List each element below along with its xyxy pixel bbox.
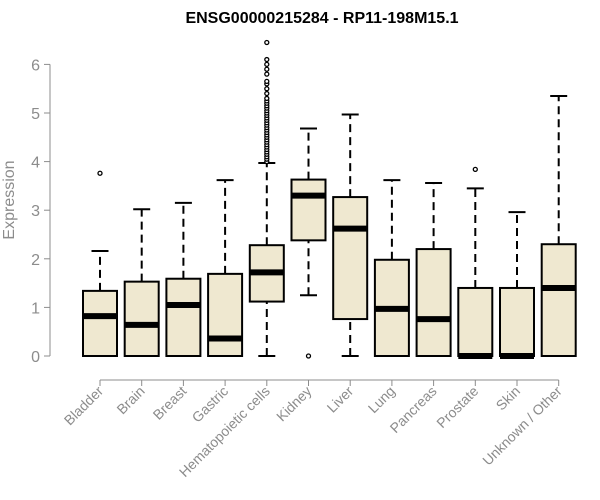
outlier-point: [472, 166, 478, 173]
y-tick-label: 1: [31, 300, 40, 317]
y-tick-label: 3: [31, 203, 40, 220]
y-tick-label: 6: [31, 57, 40, 74]
box-group: [415, 181, 452, 357]
y-tick-label: 5: [31, 106, 40, 123]
outlier-point: [264, 71, 270, 77]
box-iqr: [290, 178, 327, 242]
outlier-point: [264, 61, 270, 68]
outlier-point: [264, 90, 270, 97]
outlier-point: [264, 56, 270, 63]
x-tick-label: Unknown / Other: [479, 383, 565, 469]
box-group: [290, 127, 327, 359]
box-iqr: [499, 286, 535, 357]
x-tick-label: Kidney: [273, 383, 315, 425]
x-tick-label: Prostate: [433, 383, 481, 431]
outlier-point: [305, 353, 312, 359]
box-group: [248, 39, 285, 357]
outlier-point: [264, 39, 270, 46]
x-tick-label: Breast: [150, 383, 190, 423]
x-tick-label: Bladder: [61, 383, 107, 429]
box-iqr: [207, 272, 244, 357]
box-group: [82, 170, 118, 358]
x-tick-label: Skin: [493, 383, 524, 414]
box-iqr: [332, 196, 369, 321]
box-iqr: [457, 286, 494, 357]
outlier-point: [264, 78, 270, 85]
box-group: [457, 166, 494, 359]
outlier-point: [264, 86, 270, 92]
box-iqr: [540, 243, 577, 357]
y-tick-label: 2: [31, 252, 40, 269]
y-tick-label: 0: [31, 349, 40, 366]
boxes: [82, 39, 577, 359]
x-tick-label: Liver: [324, 383, 357, 416]
x-tick-label: Lung: [365, 383, 398, 416]
box-iqr: [123, 280, 160, 357]
box-group: [373, 179, 410, 357]
y-tick-label: 4: [31, 155, 40, 172]
outlier-point: [97, 170, 103, 176]
box-iqr: [165, 277, 202, 358]
y-axis: 0 1 2 3 4 5 6: [31, 57, 51, 366]
box-group: [540, 94, 577, 357]
box-group: [123, 208, 160, 357]
box-iqr: [82, 289, 118, 358]
y-axis-label: Expression: [1, 160, 18, 239]
box-group: [165, 201, 202, 358]
x-tick-label: Brain: [113, 383, 147, 417]
box-group: [207, 179, 244, 357]
outlier-point: [264, 66, 270, 72]
chart-title: ENSG00000215284 - RP11-198M15.1: [185, 10, 458, 27]
outlier-point: [264, 95, 270, 102]
box-group: [332, 113, 369, 357]
box-iqr: [415, 248, 452, 357]
box-group: [499, 211, 535, 359]
